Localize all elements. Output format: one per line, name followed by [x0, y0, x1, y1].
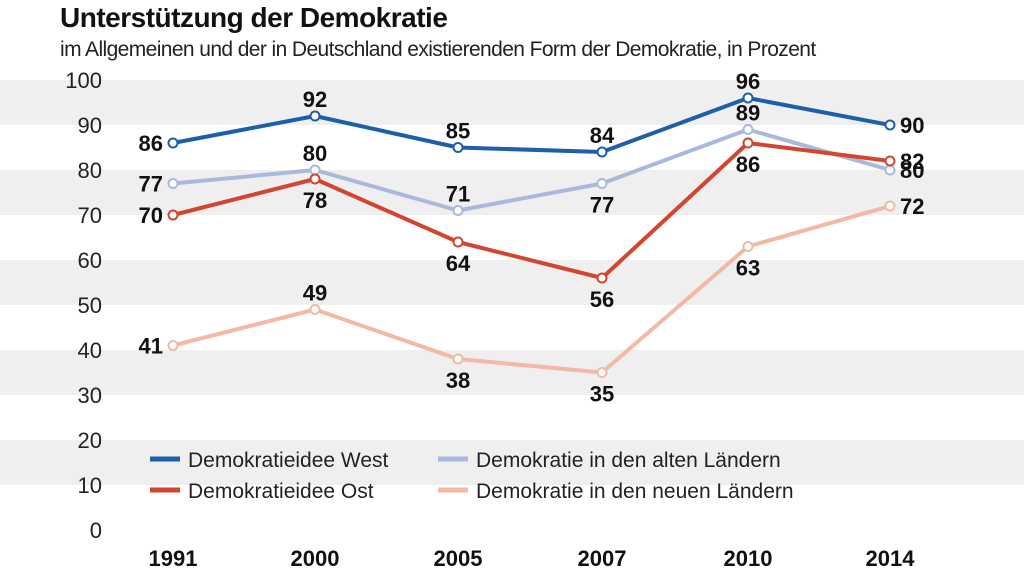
- data-label: 96: [736, 69, 760, 94]
- series-line: [172, 204, 891, 375]
- data-point: [884, 200, 896, 212]
- x-tick-label: 2007: [578, 546, 627, 571]
- data-label: 35: [590, 382, 614, 407]
- chart-subtitle: im Allgemeinen und der in Deutschland ex…: [60, 38, 816, 61]
- y-tick-label: 0: [90, 518, 102, 543]
- data-label: 77: [139, 172, 163, 197]
- data-label: 71: [446, 182, 470, 207]
- data-label: 77: [590, 193, 614, 218]
- y-tick-label: 70: [78, 203, 102, 228]
- x-tick-label: 2014: [866, 546, 916, 571]
- data-point: [452, 353, 464, 365]
- series-lines: [172, 96, 891, 375]
- data-point: [742, 124, 754, 135]
- chart-title: Unterstützung der Demokratie: [60, 2, 448, 33]
- legend-label: Demokratieidee Ost: [188, 480, 374, 503]
- data-point: [742, 241, 754, 252]
- data-point: [884, 119, 896, 131]
- data-label: 49: [303, 281, 327, 306]
- grid-band: [0, 260, 1024, 305]
- legend-label: Demokratie in den neuen Ländern: [476, 480, 794, 503]
- x-tick-label: 2005: [434, 546, 483, 571]
- data-label: 80: [303, 141, 327, 166]
- data-point: [596, 146, 608, 158]
- grid-bands: [0, 80, 1024, 485]
- data-label: 86: [736, 152, 760, 177]
- data-point: [309, 173, 321, 185]
- y-tick-label: 10: [78, 473, 102, 498]
- data-label: 90: [900, 113, 924, 138]
- data-labels: 86 92 85 84 96 90 77 80 71 77 89 80 70 78 64 56 86 82 41 49…: [139, 69, 925, 407]
- data-point: [167, 209, 179, 221]
- series-line: [172, 141, 891, 280]
- data-point: [452, 205, 464, 216]
- data-label: 89: [736, 101, 760, 126]
- data-point: [167, 340, 179, 351]
- data-label: 38: [446, 368, 470, 393]
- y-tick-label: 50: [78, 293, 102, 318]
- y-axis-ticks: 0 10 20 30 40 50 60 70 80 90 100: [65, 68, 102, 543]
- legend: Demokratieidee West Demokratie in den alt…: [150, 449, 794, 503]
- data-point: [596, 367, 608, 378]
- data-label: 82: [900, 149, 924, 174]
- data-label: 41: [139, 334, 163, 359]
- legend-label: Demokratie in den alten Ländern: [476, 449, 781, 472]
- data-label: 84: [590, 123, 615, 148]
- data-label: 85: [446, 119, 470, 144]
- data-point: [742, 92, 754, 104]
- data-point: [742, 137, 754, 149]
- data-point: [309, 164, 321, 176]
- data-label: 64: [446, 251, 471, 276]
- data-point: [596, 272, 608, 284]
- y-tick-label: 30: [78, 383, 102, 408]
- grid-band: [0, 170, 1024, 215]
- series-line: [172, 96, 891, 154]
- y-tick-label: 40: [78, 338, 102, 363]
- x-tick-label: 2000: [291, 546, 340, 571]
- data-label: 63: [736, 256, 760, 281]
- grid-band: [0, 80, 1024, 125]
- data-point: [452, 142, 464, 153]
- data-label: 70: [139, 203, 163, 228]
- data-point: [884, 164, 896, 176]
- data-label: 92: [303, 87, 327, 112]
- data-point: [596, 178, 608, 189]
- x-tick-label: 1991: [149, 546, 198, 571]
- data-point: [167, 178, 179, 189]
- y-tick-label: 90: [78, 113, 102, 138]
- data-point: [309, 304, 321, 315]
- data-point: [309, 110, 321, 122]
- data-label: 56: [590, 287, 614, 312]
- y-tick-label: 100: [65, 68, 102, 93]
- data-point: [884, 155, 896, 167]
- y-tick-label: 80: [78, 158, 102, 183]
- grid-band: [0, 440, 1024, 485]
- y-tick-label: 60: [78, 248, 102, 273]
- x-tick-label: 2010: [724, 546, 773, 571]
- series-line: [172, 127, 891, 213]
- x-axis-ticks: 1991 2000 2005 2007 2010 2014: [149, 546, 916, 571]
- legend-label: Demokratieidee West: [188, 449, 389, 472]
- data-label: 80: [900, 158, 924, 183]
- data-label: 72: [900, 194, 924, 219]
- y-tick-label: 20: [78, 428, 102, 453]
- data-point: [167, 137, 179, 149]
- data-label: 78: [303, 188, 327, 213]
- grid-band: [0, 350, 1024, 395]
- data-label: 86: [139, 131, 163, 156]
- series-points: [167, 92, 896, 378]
- data-point: [452, 236, 464, 248]
